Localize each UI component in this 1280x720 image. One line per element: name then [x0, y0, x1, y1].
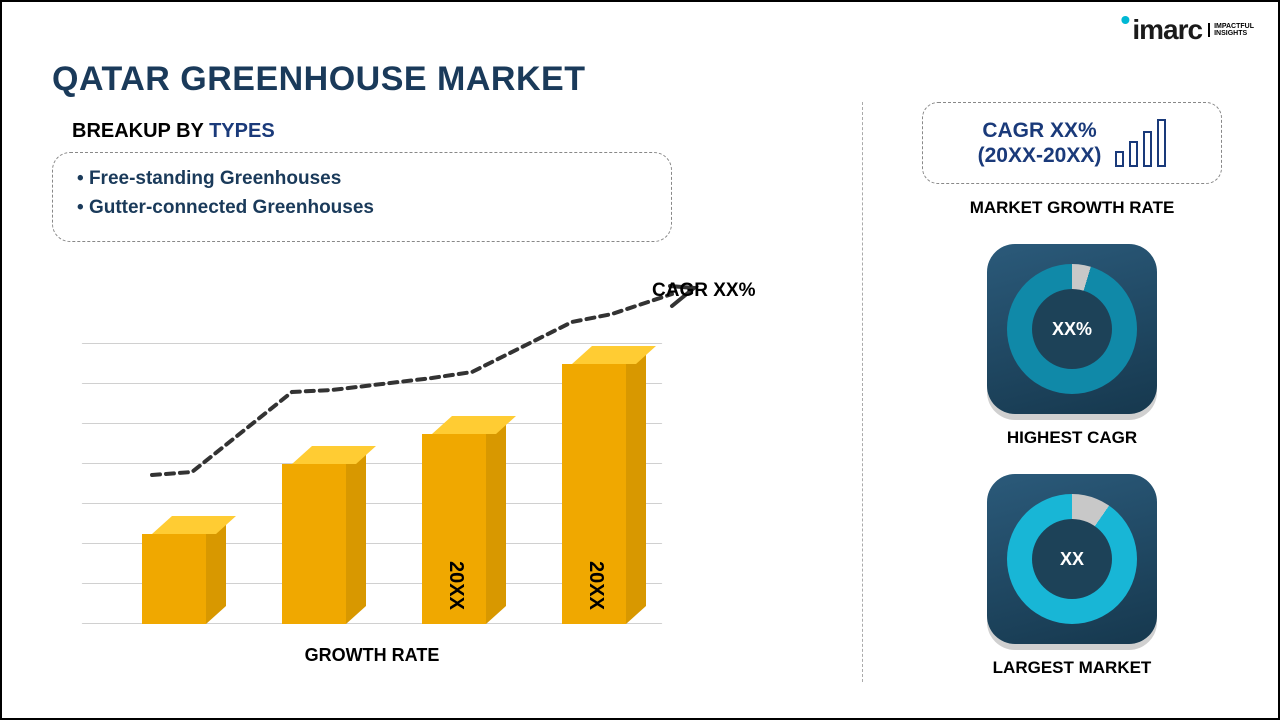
vertical-divider — [862, 102, 863, 682]
growth-bar-chart: 20XX20XX CAGR XX% GROWTH RATE — [62, 292, 762, 672]
largest-market-card: XX — [987, 474, 1157, 644]
cagr-annotation: CAGR XX% — [652, 280, 755, 302]
growth-rate-label: MARKET GROWTH RATE — [970, 198, 1175, 218]
types-box: • Free-standing Greenhouses • Gutter-con… — [52, 152, 672, 242]
bar-year-label: 20XX — [444, 561, 467, 610]
logo-text: imarc — [1132, 14, 1202, 46]
growth-rate-box: CAGR XX%(20XX-20XX) — [922, 102, 1222, 184]
trend-line — [102, 300, 712, 500]
donut-value: XX% — [1032, 289, 1112, 369]
brand-logo: • imarc IMPACTFULINSIGHTS — [1121, 14, 1254, 46]
type-item: • Gutter-connected Greenhouses — [77, 194, 647, 223]
type-item: • Free-standing Greenhouses — [77, 165, 647, 194]
x-axis-label: GROWTH RATE — [62, 645, 682, 666]
breakup-subtitle: BREAKUP BY TYPES — [72, 120, 275, 143]
donut-chart: XX — [1007, 494, 1137, 624]
page-title: QATAR GREENHOUSE MARKET — [52, 60, 585, 99]
donut-chart: XX% — [1007, 264, 1137, 394]
right-column: CAGR XX%(20XX-20XX) MARKET GROWTH RATE X… — [902, 102, 1242, 678]
bar-year-label: 20XX — [584, 561, 607, 610]
highest-cagr-card: XX% — [987, 244, 1157, 414]
chart-bar — [142, 534, 206, 624]
mini-bars-icon — [1115, 119, 1166, 167]
highest-cagr-label: HIGHEST CAGR — [1007, 428, 1137, 448]
logo-tagline: IMPACTFULINSIGHTS — [1208, 23, 1254, 37]
donut-value: XX — [1032, 519, 1112, 599]
largest-market-label: LARGEST MARKET — [993, 658, 1152, 678]
growth-rate-text: CAGR XX%(20XX-20XX) — [978, 118, 1102, 168]
